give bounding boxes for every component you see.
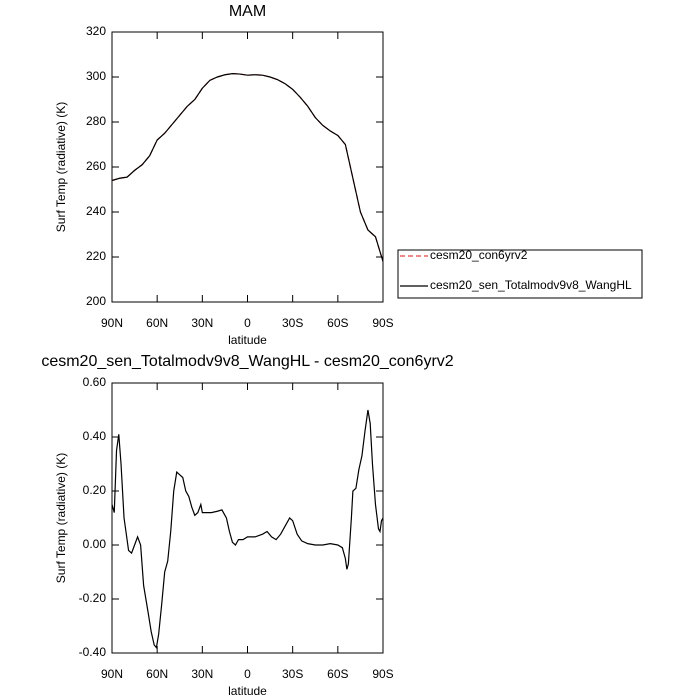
y-tick-label: 280 [86, 114, 106, 128]
y-tick-label: 220 [86, 249, 106, 263]
x-tick-label: 90S [372, 667, 393, 681]
series-line [111, 409, 384, 649]
x-tick-label: 60S [327, 316, 348, 330]
x-tick-label: 30S [282, 316, 303, 330]
series-line [111, 73, 384, 262]
x-tick-label: 60S [327, 667, 348, 681]
x-tick-label: 90N [101, 667, 123, 681]
legend-box [397, 249, 643, 299]
x-tick-label: 30S [282, 667, 303, 681]
y-tick-label: 200 [86, 294, 106, 308]
x-tick-label: 60N [146, 316, 168, 330]
legend-label: cesm20_sen_Totalmodv9v8_WangHL [430, 278, 632, 292]
y-axis-label: Surf Temp (radiative) (K) [54, 453, 68, 583]
y-tick-label: 0.20 [83, 483, 107, 497]
plot-frame [111, 382, 384, 654]
x-tick-label: 90S [372, 316, 393, 330]
plot-frame [111, 31, 384, 303]
legend-label: cesm20_con6yrv2 [430, 248, 528, 262]
x-tick-label: 30N [191, 667, 213, 681]
x-tick-label: 0 [244, 667, 251, 681]
x-axis-label: latitude [228, 333, 267, 347]
y-tick-label: 300 [86, 69, 106, 83]
y-tick-label: 0.00 [83, 537, 107, 551]
y-tick-label: 260 [86, 159, 106, 173]
x-tick-label: 90N [101, 316, 123, 330]
x-tick-label: 60N [146, 667, 168, 681]
y-tick-label: 0.40 [83, 429, 107, 443]
x-tick-label: 0 [244, 316, 251, 330]
y-tick-label: 0.60 [83, 375, 107, 389]
y-tick-label: 240 [86, 204, 106, 218]
chart-title: cesm20_sen_Totalmodv9v8_WangHL - cesm20_… [41, 353, 453, 370]
y-tick-label: 320 [86, 24, 106, 38]
series-line [111, 73, 384, 262]
x-tick-label: 30N [191, 316, 213, 330]
chart-title: MAM [229, 3, 266, 20]
x-axis-label: latitude [228, 684, 267, 698]
y-axis-label: Surf Temp (radiative) (K) [54, 102, 68, 232]
y-tick-label: -0.40 [79, 645, 107, 659]
y-tick-label: -0.20 [79, 591, 107, 605]
